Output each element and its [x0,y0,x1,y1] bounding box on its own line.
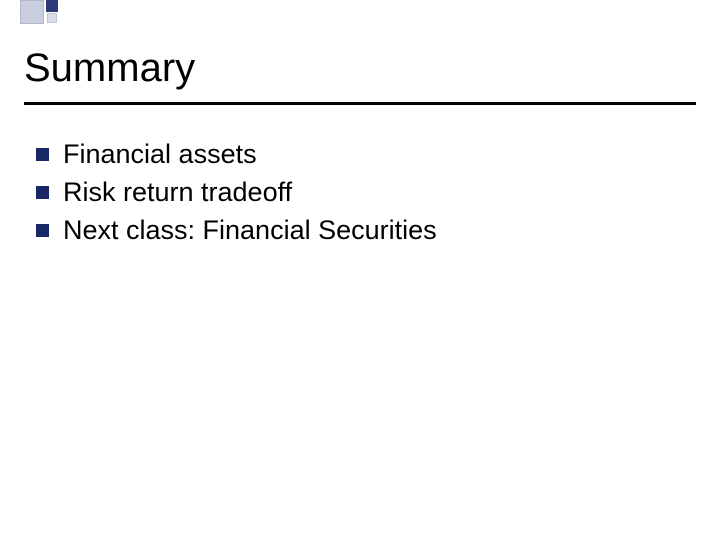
deco-square-light [47,13,57,23]
bullet-square-icon [36,148,49,161]
bullet-text: Financial assets [63,138,257,172]
bullet-text: Next class: Financial Securities [63,214,437,248]
list-item: Next class: Financial Securities [36,214,437,248]
list-item: Financial assets [36,138,437,172]
bullet-text: Risk return tradeoff [63,176,292,210]
bullet-square-icon [36,224,49,237]
deco-square-large [20,0,44,24]
bullet-list: Financial assets Risk return tradeoff Ne… [36,138,437,251]
corner-decoration [20,0,58,24]
deco-square-dark [46,0,58,12]
slide-title: Summary [24,46,195,91]
bullet-square-icon [36,186,49,199]
deco-column [46,0,58,23]
title-underline [24,102,696,105]
list-item: Risk return tradeoff [36,176,437,210]
